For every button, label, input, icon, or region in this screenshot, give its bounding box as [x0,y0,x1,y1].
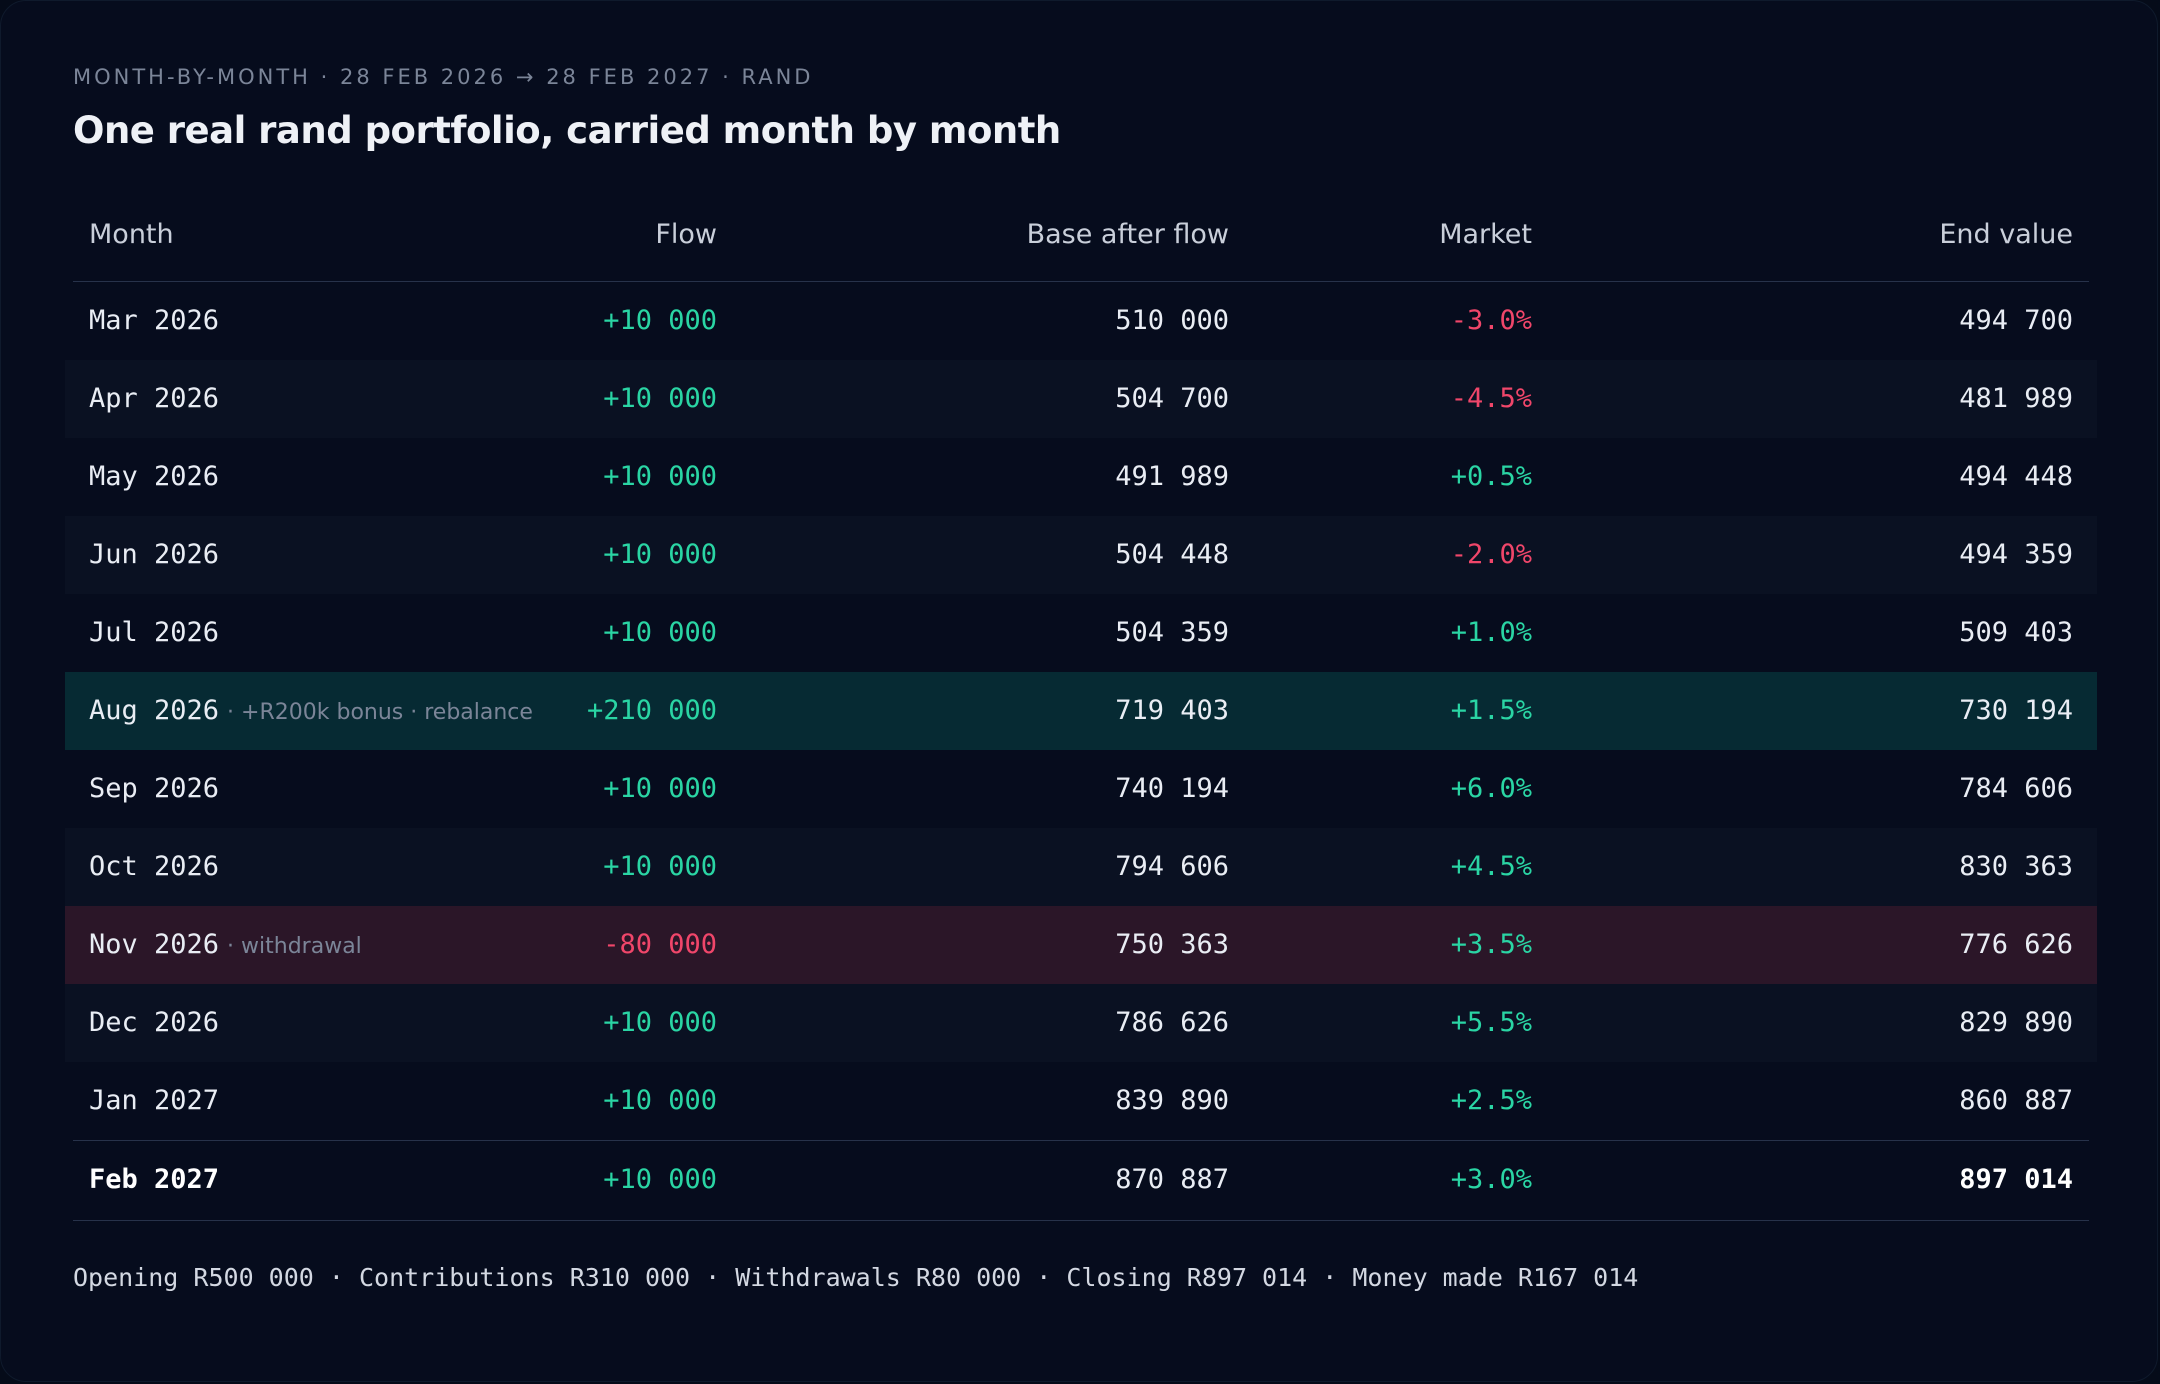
cell-month: Jan 2027 [89,1062,219,1140]
cell-flow: +10 000 [603,305,717,336]
cell-base-after-flow: 491 989 [1115,461,1229,492]
cell-market: -3.0% [1450,305,1532,336]
month-label: Jan 2027 [89,1085,220,1116]
row-note: · +R200k bonus · rebalance [227,700,533,725]
cell-market: +3.0% [1450,1164,1532,1195]
cell-flow: +10 000 [603,773,717,804]
cell-month: Feb 2027 [89,1141,219,1219]
month-label: May 2026 [89,461,220,492]
table-row: Apr 2026 +10 000 504 700 -4.5% 481 989 [65,360,2097,438]
month-label: Oct 2026 [89,851,220,882]
month-label: Jun 2026 [89,539,220,570]
cell-end-value: 897 014 [1959,1164,2073,1195]
table-row: Jan 2027 +10 000 839 890 +2.5% 860 887 [65,1062,2097,1140]
monthly-table: Month Flow Base after flow Market End va… [65,197,2097,1221]
cell-month: Dec 2026 [89,984,219,1062]
cell-base-after-flow: 794 606 [1115,851,1229,882]
cell-month: Nov 2026 · withdrawal [89,906,362,984]
cell-base-after-flow: 504 448 [1115,539,1229,570]
cell-base-after-flow: 719 403 [1115,695,1229,726]
cell-base-after-flow: 750 363 [1115,929,1229,960]
cell-market: +4.5% [1450,851,1532,882]
month-label: Aug 2026 [89,695,220,726]
cell-month: May 2026 [89,438,219,516]
cell-month: Oct 2026 [89,828,219,906]
cell-market: +1.0% [1450,617,1532,648]
table-row: Jun 2026 +10 000 504 448 -2.0% 494 359 [65,516,2097,594]
cell-base-after-flow: 870 887 [1115,1164,1229,1195]
cell-flow: +10 000 [603,1007,717,1038]
eyebrow-label: MONTH-BY-MONTH · 28 FEB 2026 → 28 FEB 20… [73,65,814,89]
cell-flow: +10 000 [603,461,717,492]
table-row: Feb 2027 +10 000 870 887 +3.0% 897 014 [73,1140,2089,1221]
cell-flow: +10 000 [603,539,717,570]
cell-end-value: 829 890 [1959,1007,2073,1038]
month-label: Sep 2026 [89,773,220,804]
page-title: One real rand portfolio, carried month b… [73,109,1061,152]
cell-end-value: 860 887 [1959,1085,2073,1116]
cell-month: Apr 2026 [89,360,219,438]
cell-market: +0.5% [1450,461,1532,492]
month-label: Nov 2026 [89,929,220,960]
cell-end-value: 830 363 [1959,851,2073,882]
cell-end-value: 494 700 [1959,305,2073,336]
cell-flow: +10 000 [603,383,717,414]
table-row: Jul 2026 +10 000 504 359 +1.0% 509 403 [65,594,2097,672]
table-row: Oct 2026 +10 000 794 606 +4.5% 830 363 [65,828,2097,906]
month-label: Feb 2027 [89,1164,220,1195]
cell-end-value: 784 606 [1959,773,2073,804]
month-label: Mar 2026 [89,305,220,336]
cell-month: Aug 2026 · +R200k bonus · rebalance [89,672,533,750]
row-note: · withdrawal [227,934,362,959]
month-label: Jul 2026 [89,617,220,648]
cell-flow: +10 000 [603,617,717,648]
cell-market: +6.0% [1450,773,1532,804]
cell-base-after-flow: 504 359 [1115,617,1229,648]
cell-market: -2.0% [1450,539,1532,570]
cell-month: Sep 2026 [89,750,219,828]
cell-flow: +10 000 [603,851,717,882]
table-row: Mar 2026 +10 000 510 000 -3.0% 494 700 [65,282,2097,360]
cell-market: +1.5% [1450,695,1532,726]
cell-market: +2.5% [1450,1085,1532,1116]
cell-base-after-flow: 504 700 [1115,383,1229,414]
column-header-month: Month [89,219,174,250]
table-row: May 2026 +10 000 491 989 +0.5% 494 448 [65,438,2097,516]
cell-flow: +10 000 [603,1164,717,1195]
cell-flow: +210 000 [586,695,717,726]
cell-base-after-flow: 786 626 [1115,1007,1229,1038]
table-row: Sep 2026 +10 000 740 194 +6.0% 784 606 [65,750,2097,828]
cell-market: -4.5% [1450,383,1532,414]
month-label: Apr 2026 [89,383,220,414]
cell-end-value: 509 403 [1959,617,2073,648]
cell-market: +5.5% [1450,1007,1532,1038]
table-row: Aug 2026 · +R200k bonus · rebalance +210 0… [65,672,2097,750]
cell-base-after-flow: 839 890 [1115,1085,1229,1116]
table-row: Nov 2026 · withdrawal -80 000 750 363 +3.5% 7… [65,906,2097,984]
cell-base-after-flow: 510 000 [1115,305,1229,336]
column-header-market: Market [1439,219,1532,250]
cell-base-after-flow: 740 194 [1115,773,1229,804]
cell-flow: +10 000 [603,1085,717,1116]
table-row: Dec 2026 +10 000 786 626 +5.5% 829 890 [65,984,2097,1062]
cell-flow: -80 000 [603,929,717,960]
summary-line: Opening R500 000 · Contributions R310 00… [73,1263,1639,1292]
cell-month: Jun 2026 [89,516,219,594]
month-label: Dec 2026 [89,1007,220,1038]
cell-end-value: 481 989 [1959,383,2073,414]
table-body: Mar 2026 +10 000 510 000 -3.0% 494 700 Apr 20… [65,282,2097,1221]
cell-month: Jul 2026 [89,594,219,672]
cell-market: +3.5% [1450,929,1532,960]
column-header-flow: Flow [655,219,717,250]
cell-end-value: 730 194 [1959,695,2073,726]
table-header: Month Flow Base after flow Market End va… [73,197,2089,282]
column-header-base: Base after flow [1026,219,1229,250]
column-header-end-value: End value [1939,219,2073,250]
cell-end-value: 776 626 [1959,929,2073,960]
cell-month: Mar 2026 [89,282,219,360]
cell-end-value: 494 448 [1959,461,2073,492]
cell-end-value: 494 359 [1959,539,2073,570]
